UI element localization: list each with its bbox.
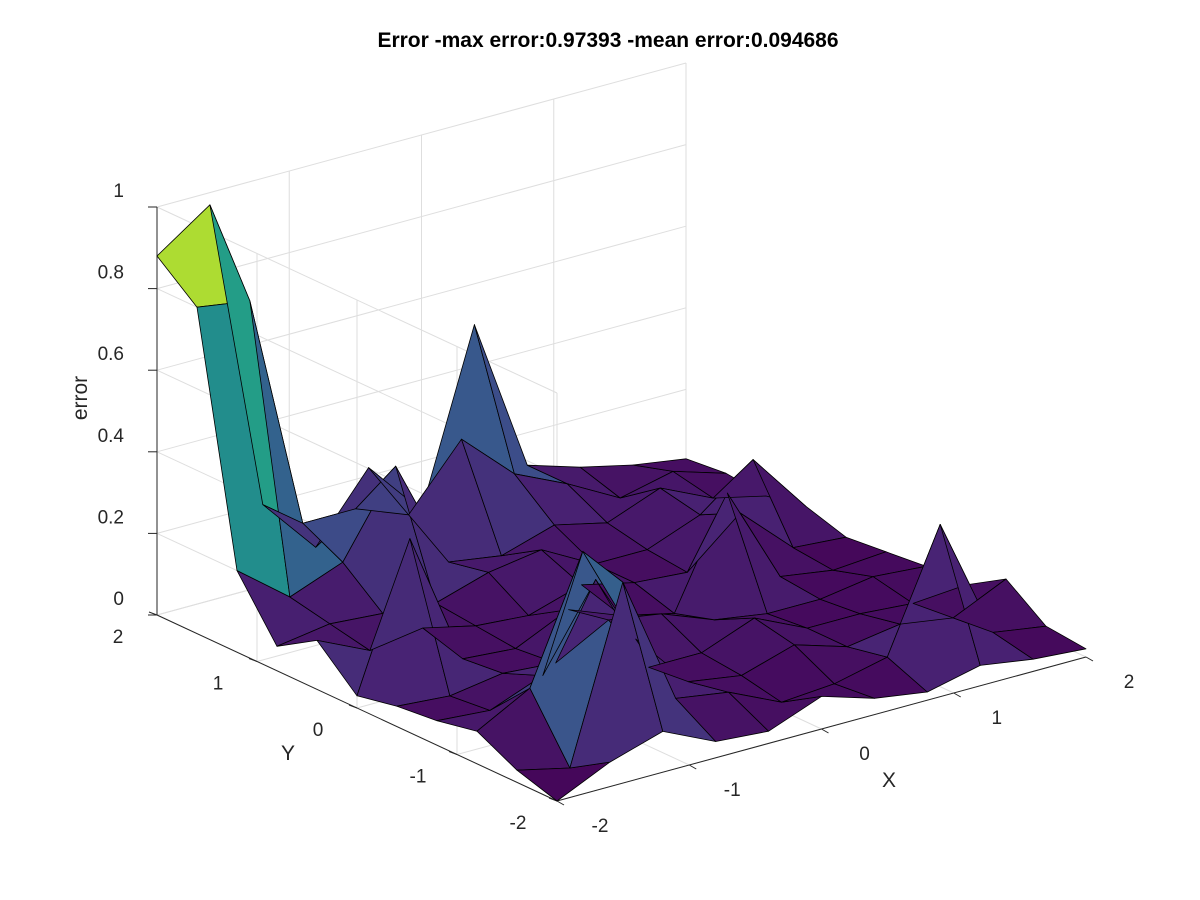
x-tick [556, 800, 565, 806]
y-tick-label: 2 [113, 627, 124, 648]
z-tick-label: 0.4 [98, 426, 125, 447]
y-tick-label: 0 [313, 720, 324, 741]
z-tick-label: 1 [113, 181, 124, 202]
x-tick-label: 2 [1124, 672, 1135, 693]
error-surface [156, 204, 1087, 802]
chart-title: Error -max error:0.97393 -mean error:0.0… [377, 29, 838, 52]
x-tick-label: -1 [724, 780, 741, 801]
x-tick [953, 692, 961, 698]
axes-layer [148, 206, 1094, 806]
y-tick [248, 658, 258, 662]
x-tick-label: -2 [592, 816, 609, 837]
tick-labels-layer: -2 -1 0 1 2 -2 -1 0 1 2 0 0.2 0.4 0.6 0.8 1 [98, 181, 1135, 837]
x-tick [1085, 656, 1094, 662]
y-tick [548, 797, 558, 802]
grid-line [156, 144, 687, 290]
surface-patch [992, 625, 1087, 660]
x-axis-title: X [882, 769, 896, 792]
y-tick-label: -1 [410, 767, 427, 788]
y-tick-label: -2 [510, 813, 527, 834]
y-tick-label: 1 [213, 674, 224, 695]
x-tick-label: 0 [859, 744, 870, 765]
y-tick [448, 751, 458, 755]
x-tick [689, 764, 697, 770]
z-tick-label: 0.8 [98, 263, 124, 284]
y-tick [348, 704, 358, 709]
z-tick-label: 0.6 [98, 344, 124, 365]
z-tick-label: 0.2 [98, 507, 124, 528]
x-tick-label: 1 [991, 708, 1002, 729]
z-tick-label: 0 [113, 589, 124, 610]
z-axis-title: error [69, 376, 92, 420]
grid-line [156, 62, 687, 208]
y-axis-title: Y [281, 742, 295, 765]
x-tick [821, 728, 829, 734]
